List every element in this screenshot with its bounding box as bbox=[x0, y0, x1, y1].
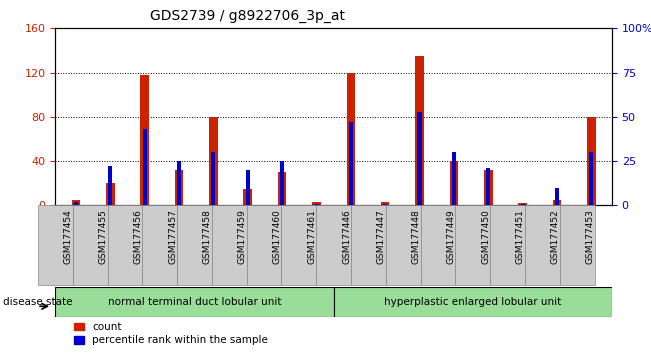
Bar bbox=[415, 56, 424, 205]
Text: GDS2739 / g8922706_3p_at: GDS2739 / g8922706_3p_at bbox=[150, 9, 345, 23]
Bar bbox=[314, 204, 318, 205]
Bar bbox=[245, 170, 250, 205]
Text: GSM177459: GSM177459 bbox=[238, 209, 247, 264]
Bar bbox=[383, 204, 387, 205]
Legend: count, percentile rank within the sample: count, percentile rank within the sample bbox=[74, 322, 268, 345]
Text: GSM177446: GSM177446 bbox=[342, 209, 351, 264]
Text: GSM177451: GSM177451 bbox=[516, 209, 525, 264]
Text: GSM177460: GSM177460 bbox=[273, 209, 281, 264]
Bar bbox=[349, 122, 353, 205]
FancyBboxPatch shape bbox=[490, 205, 525, 285]
Bar bbox=[72, 200, 80, 205]
Bar bbox=[484, 170, 493, 205]
Bar bbox=[280, 161, 284, 205]
Text: GSM177452: GSM177452 bbox=[551, 209, 560, 264]
Bar bbox=[209, 117, 217, 205]
Bar bbox=[177, 161, 181, 205]
FancyBboxPatch shape bbox=[351, 205, 386, 285]
Bar bbox=[589, 152, 593, 205]
Bar bbox=[452, 152, 456, 205]
Text: GSM177458: GSM177458 bbox=[203, 209, 212, 264]
FancyBboxPatch shape bbox=[177, 205, 212, 285]
Text: GSM177457: GSM177457 bbox=[168, 209, 177, 264]
FancyBboxPatch shape bbox=[281, 205, 316, 285]
Bar bbox=[555, 188, 559, 205]
Bar bbox=[518, 203, 527, 205]
Bar bbox=[521, 204, 525, 205]
Bar bbox=[553, 200, 561, 205]
Text: GSM177450: GSM177450 bbox=[481, 209, 490, 264]
Text: GSM177455: GSM177455 bbox=[98, 209, 107, 264]
Bar bbox=[108, 166, 113, 205]
Bar bbox=[143, 129, 146, 205]
Bar bbox=[587, 117, 596, 205]
Bar bbox=[333, 287, 612, 317]
Text: GSM177447: GSM177447 bbox=[377, 209, 386, 264]
Text: GSM177448: GSM177448 bbox=[411, 209, 421, 264]
Bar bbox=[381, 202, 389, 205]
FancyBboxPatch shape bbox=[212, 205, 247, 285]
FancyBboxPatch shape bbox=[456, 205, 490, 285]
Bar bbox=[55, 287, 333, 317]
Bar bbox=[278, 172, 286, 205]
FancyBboxPatch shape bbox=[316, 205, 351, 285]
Bar bbox=[141, 75, 149, 205]
Bar bbox=[74, 202, 78, 205]
Text: normal terminal duct lobular unit: normal terminal duct lobular unit bbox=[107, 297, 281, 307]
FancyBboxPatch shape bbox=[143, 205, 177, 285]
FancyBboxPatch shape bbox=[525, 205, 560, 285]
Bar bbox=[486, 168, 490, 205]
Text: GSM177456: GSM177456 bbox=[133, 209, 143, 264]
FancyBboxPatch shape bbox=[38, 205, 73, 285]
Text: GSM177449: GSM177449 bbox=[447, 209, 456, 264]
Text: GSM177461: GSM177461 bbox=[307, 209, 316, 264]
Bar bbox=[243, 189, 252, 205]
FancyBboxPatch shape bbox=[560, 205, 594, 285]
Bar bbox=[106, 183, 115, 205]
FancyBboxPatch shape bbox=[421, 205, 456, 285]
FancyBboxPatch shape bbox=[247, 205, 281, 285]
Bar bbox=[212, 152, 215, 205]
Bar bbox=[417, 112, 422, 205]
Bar bbox=[174, 170, 184, 205]
Text: GSM177454: GSM177454 bbox=[64, 209, 73, 264]
Bar bbox=[312, 202, 321, 205]
Bar bbox=[450, 161, 458, 205]
Text: disease state: disease state bbox=[3, 297, 73, 307]
FancyBboxPatch shape bbox=[386, 205, 421, 285]
FancyBboxPatch shape bbox=[107, 205, 143, 285]
Bar bbox=[346, 73, 355, 205]
Text: GSM177453: GSM177453 bbox=[585, 209, 594, 264]
FancyBboxPatch shape bbox=[73, 205, 107, 285]
Text: hyperplastic enlarged lobular unit: hyperplastic enlarged lobular unit bbox=[384, 297, 561, 307]
